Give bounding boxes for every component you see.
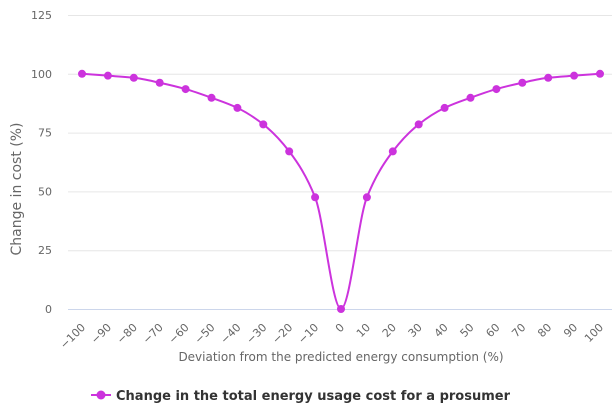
legend-marker [96, 390, 106, 400]
y-axis-title: Change in cost (%) [9, 123, 25, 256]
data-point[interactable] [311, 193, 320, 202]
data-point[interactable] [388, 147, 397, 156]
data-point[interactable] [129, 73, 138, 82]
data-point[interactable] [414, 120, 423, 129]
data-point[interactable] [155, 78, 164, 87]
x-tick-label: 90 [561, 321, 580, 340]
data-point[interactable] [466, 93, 475, 102]
y-tick-label: 125 [31, 9, 52, 22]
data-point[interactable] [492, 85, 501, 94]
data-point[interactable] [596, 69, 604, 78]
data-point[interactable] [259, 120, 268, 129]
data-point[interactable] [440, 103, 449, 112]
x-tick-label: 0 [333, 321, 347, 335]
data-point[interactable] [78, 69, 86, 78]
series-group [78, 69, 604, 313]
x-tick-labels: −100 −90 −80 −70 −60 −50 −40 −30 −20 −10 0 10 20 30 40… [58, 321, 607, 352]
x-tick-label: −90 [88, 321, 114, 347]
x-axis-title: Deviation from the predicted energy cons… [178, 350, 503, 364]
x-tick-label: 50 [458, 321, 477, 340]
x-tick-label: −20 [270, 321, 296, 347]
x-tick-label: −30 [244, 321, 270, 347]
y-tick-label: 100 [31, 68, 52, 81]
x-tick-label: −60 [166, 321, 192, 347]
data-point[interactable] [181, 85, 190, 94]
x-tick-label: 20 [380, 321, 399, 340]
data-point[interactable] [362, 193, 371, 202]
x-tick-label: −70 [140, 321, 166, 347]
data-point[interactable] [337, 305, 345, 313]
data-point[interactable] [103, 71, 112, 80]
x-tick-label: 100 [582, 321, 606, 345]
data-point[interactable] [570, 71, 579, 80]
y-tick-label: 25 [38, 244, 52, 257]
x-tick-label: 60 [483, 321, 502, 340]
x-tick-label: −50 [192, 321, 218, 347]
x-tick-label: 30 [406, 321, 425, 340]
x-tick-label: −80 [114, 321, 140, 347]
x-tick-label: 80 [535, 321, 554, 340]
x-tick-label: −40 [218, 321, 244, 347]
y-tick-label: 75 [38, 127, 52, 140]
y-tick-label: 0 [45, 303, 52, 316]
data-point[interactable] [285, 147, 294, 156]
data-point[interactable] [233, 103, 242, 112]
data-point[interactable] [518, 78, 527, 87]
legend-label: Change in the total energy usage cost fo… [116, 389, 511, 404]
legend[interactable]: Change in the total energy usage cost fo… [91, 389, 511, 404]
x-tick-label: −10 [296, 321, 322, 347]
x-tick-label: 40 [432, 321, 451, 340]
data-point[interactable] [207, 93, 216, 102]
y-tick-label: 50 [38, 185, 52, 198]
grid-lines [68, 15, 612, 310]
x-tick-label: 70 [509, 321, 528, 340]
data-point[interactable] [544, 73, 553, 82]
y-tick-labels: 0 25 50 75 100 125 [31, 9, 52, 316]
x-tick-label: 10 [354, 321, 373, 340]
x-tick-label: −100 [58, 321, 89, 352]
